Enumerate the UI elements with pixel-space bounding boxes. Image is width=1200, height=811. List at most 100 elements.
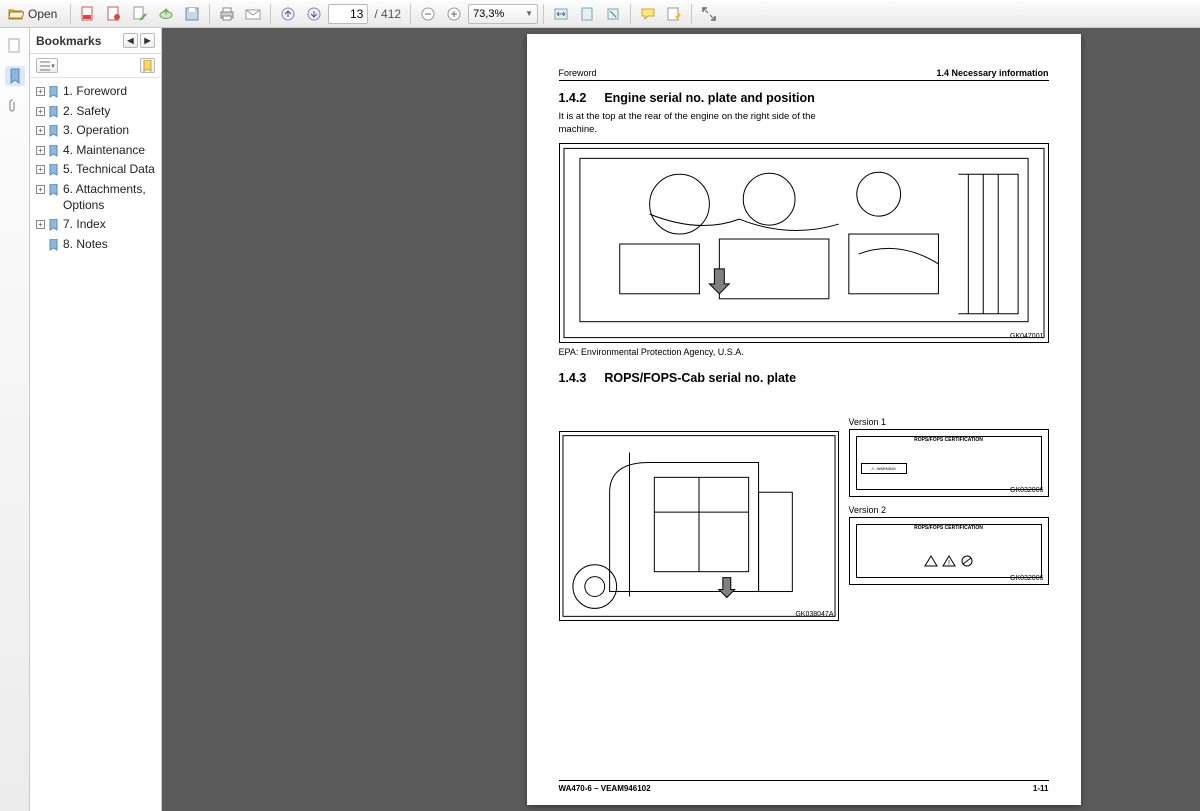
- zoom-in-button[interactable]: [442, 3, 466, 25]
- expand-icon[interactable]: +: [36, 146, 45, 155]
- bookmark-item[interactable]: +4. Maintenance: [32, 141, 159, 161]
- section-2-heading: 1.4.3 ROPS/FOPS-Cab serial no. plate: [559, 371, 1049, 385]
- chevron-left-icon: ◀: [127, 36, 133, 45]
- bookmark-item[interactable]: +2. Safety: [32, 102, 159, 122]
- header-left: Foreword: [559, 68, 597, 78]
- bookmark-item[interactable]: +6. Attachments, Options: [32, 180, 159, 215]
- nav-tabs-strip: [0, 28, 30, 811]
- bookmark-item[interactable]: 8. Notes: [32, 235, 159, 255]
- zoom-out-button[interactable]: [416, 3, 440, 25]
- sidebar-title: Bookmarks: [36, 34, 101, 48]
- speech-icon: [640, 6, 656, 22]
- plate-id: GK032006: [1010, 487, 1043, 494]
- toolbar: Open / 412 73,3%▼: [0, 0, 1200, 28]
- sidebar-toolbar: ▾: [30, 54, 161, 78]
- cab-diagram-icon: [560, 432, 838, 620]
- page-icon: [7, 38, 23, 54]
- plus-icon: [446, 6, 462, 22]
- sidebar-options-button[interactable]: ▾: [36, 58, 58, 73]
- save-button[interactable]: [180, 3, 204, 25]
- page-number-input[interactable]: [328, 4, 368, 24]
- fit-page-button[interactable]: [575, 3, 599, 25]
- figure-engine: GK047001: [559, 143, 1049, 343]
- open-label: Open: [28, 7, 57, 21]
- engine-diagram-icon: [560, 144, 1048, 342]
- arrow-up-icon: [280, 6, 296, 22]
- edit-button[interactable]: [128, 3, 152, 25]
- minus-icon: [420, 6, 436, 22]
- bookmarks-tree: +1. Foreword +2. Safety +3. Operation +4…: [30, 78, 161, 811]
- export-doc-button[interactable]: [102, 3, 126, 25]
- bookmark-icon: [7, 68, 23, 84]
- prohibit-icon: [960, 555, 974, 567]
- plate-version-2: ROPS/FOPS CERTIFICATION ! GK032006: [849, 517, 1049, 585]
- triangle-icon: [924, 555, 938, 567]
- comment-button[interactable]: [636, 3, 660, 25]
- expand-icon[interactable]: +: [36, 126, 45, 135]
- zoom-select[interactable]: 73,3%▼: [468, 4, 538, 24]
- version-2-label: Version 2: [849, 505, 1049, 515]
- version-1-label: Version 1: [849, 417, 1049, 427]
- printer-icon: [219, 6, 235, 22]
- bookmark-item[interactable]: +5. Technical Data: [32, 160, 159, 180]
- bookmark-item[interactable]: +1. Foreword: [32, 82, 159, 102]
- expand-icon[interactable]: +: [36, 87, 45, 96]
- page-up-button[interactable]: [276, 3, 300, 25]
- tab-thumbnails[interactable]: [5, 36, 25, 56]
- section-1-body: It is at the top at the rear of the engi…: [559, 111, 839, 137]
- bookmark-add-icon: [142, 60, 154, 72]
- bookmark-icon: [48, 184, 60, 196]
- bookmark-icon: [48, 239, 60, 251]
- chevron-right-icon: ▶: [144, 36, 150, 45]
- email-button[interactable]: [241, 3, 265, 25]
- pencil-icon: [132, 6, 148, 22]
- page-header: Foreword 1.4 Necessary information: [559, 68, 1049, 81]
- document-viewer[interactable]: Foreword 1.4 Necessary information 1.4.2…: [162, 28, 1200, 811]
- expand-icon[interactable]: +: [36, 185, 45, 194]
- print-button[interactable]: [215, 3, 239, 25]
- bookmark-icon: [48, 164, 60, 176]
- svg-text:!: !: [948, 560, 950, 567]
- bookmark-item[interactable]: +7. Index: [32, 215, 159, 235]
- mail-icon: [245, 6, 261, 22]
- expand-icon[interactable]: +: [36, 107, 45, 116]
- folder-open-icon: [8, 6, 24, 22]
- cloud-up-icon: [158, 6, 174, 22]
- expand-spacer: [36, 240, 45, 249]
- plate-version-1: ROPS/FOPS CERTIFICATION ⚠ WARNING GK0320…: [849, 429, 1049, 497]
- expand-icon: [701, 6, 717, 22]
- pdf-icon: [80, 6, 96, 22]
- paperclip-icon: [7, 98, 23, 114]
- figure-id: GK047001: [1010, 333, 1043, 340]
- rotate-icon: [605, 6, 621, 22]
- header-right: 1.4 Necessary information: [936, 68, 1048, 78]
- expand-icon[interactable]: +: [36, 220, 45, 229]
- bookmark-icon: [48, 86, 60, 98]
- sidebar-header: Bookmarks ◀ ▶: [30, 28, 161, 54]
- tab-bookmarks[interactable]: [5, 66, 25, 86]
- fullscreen-button[interactable]: [697, 3, 721, 25]
- highlight-button[interactable]: [662, 3, 686, 25]
- export-pdf-button[interactable]: [76, 3, 100, 25]
- fit-width-icon: [553, 6, 569, 22]
- upload-button[interactable]: [154, 3, 178, 25]
- open-button[interactable]: Open: [4, 3, 65, 25]
- triangle-icon: !: [942, 555, 956, 567]
- document-page: Foreword 1.4 Necessary information 1.4.2…: [527, 34, 1081, 805]
- footer-doc-id: WA470-6 – VEAM946102: [559, 784, 651, 793]
- sidebar-expand-button[interactable]: ▶: [140, 33, 155, 48]
- add-bookmark-button[interactable]: [140, 58, 155, 73]
- warning-box: ⚠ WARNING: [861, 463, 907, 474]
- figure-cab: GK038047A: [559, 431, 839, 621]
- bookmark-icon: [48, 125, 60, 137]
- sidebar-collapse-button[interactable]: ◀: [123, 33, 138, 48]
- section-1-heading: 1.4.2 Engine serial no. plate and positi…: [559, 91, 1049, 105]
- tab-attachments[interactable]: [5, 96, 25, 116]
- rotate-button[interactable]: [601, 3, 625, 25]
- bookmark-item[interactable]: +3. Operation: [32, 121, 159, 141]
- fit-width-button[interactable]: [549, 3, 573, 25]
- expand-icon[interactable]: +: [36, 165, 45, 174]
- floppy-icon: [184, 6, 200, 22]
- page-down-button[interactable]: [302, 3, 326, 25]
- chevron-down-icon: ▼: [525, 9, 533, 18]
